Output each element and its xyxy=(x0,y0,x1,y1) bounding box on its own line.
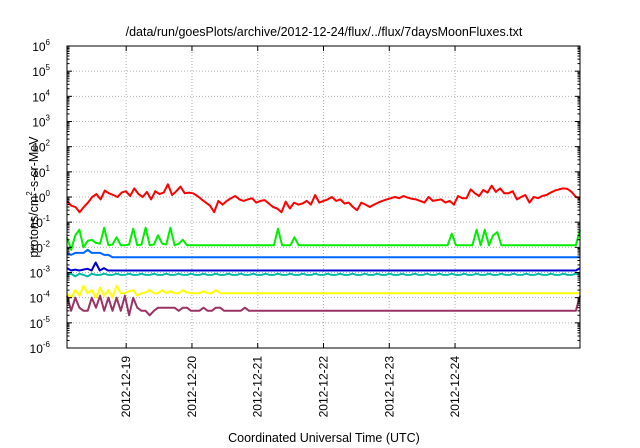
y-tick-exponent: -5 xyxy=(43,315,51,324)
y-tick-base: 10 xyxy=(30,317,44,331)
y-tick-base: 10 xyxy=(32,141,46,155)
series-line-5 xyxy=(66,284,580,299)
y-tick-exponent: -1 xyxy=(43,214,51,223)
y-axis-label-sup: 2 xyxy=(25,191,34,196)
grid xyxy=(67,46,580,348)
y-tick-label: 101 xyxy=(32,164,50,180)
x-axis-ticks: 2012-12-19 2012-12-20 2012-12-21 2012-12-22… xyxy=(119,46,462,417)
y-tick-base: 10 xyxy=(32,90,46,104)
y-tick-exponent: 1 xyxy=(46,164,51,173)
y-tick-base: 10 xyxy=(32,40,46,54)
x-tick-label: 2012-12-21 xyxy=(251,356,265,418)
series-line-4 xyxy=(66,272,581,278)
y-tick-label: 10-2 xyxy=(30,239,51,255)
series-line-6 xyxy=(66,294,581,317)
x-axis-label: Coordinated Universal Time (UTC) xyxy=(228,431,420,445)
y-tick-exponent: -2 xyxy=(43,239,51,248)
y-tick-base: 10 xyxy=(32,191,46,205)
y-tick-exponent: 6 xyxy=(46,38,51,47)
y-tick-label: 10-6 xyxy=(30,340,51,356)
y-tick-label: 103 xyxy=(32,114,50,130)
y-tick-base: 10 xyxy=(30,241,44,255)
y-tick-label: 10-5 xyxy=(30,315,51,331)
y-axis-ticks: 10-610-510-410-310-210-11001011021031041… xyxy=(30,38,580,356)
y-tick-label: 105 xyxy=(32,63,50,79)
y-tick-exponent: 0 xyxy=(46,189,51,198)
y-tick-exponent: 4 xyxy=(46,88,51,97)
y-tick-exponent: 2 xyxy=(46,139,51,148)
y-axis-label-rest: -s-sr-MeV xyxy=(27,136,41,192)
y-tick-base: 10 xyxy=(30,292,44,306)
chart-title: /data/run/goesPlots/archive/2012-12-24/f… xyxy=(126,25,523,39)
series-line-3 xyxy=(66,261,581,272)
y-tick-exponent: -4 xyxy=(43,290,51,299)
x-tick-label: 2012-12-20 xyxy=(185,356,199,418)
y-tick-base: 10 xyxy=(30,267,44,281)
series-line-1 xyxy=(66,226,581,251)
y-tick-exponent: -6 xyxy=(43,340,51,349)
x-tick-label: 2012-12-23 xyxy=(382,356,396,418)
y-tick-exponent: 3 xyxy=(46,114,51,123)
series-line-2 xyxy=(66,248,580,259)
y-tick-label: 10-3 xyxy=(30,265,51,281)
y-tick-label: 100 xyxy=(32,189,50,205)
y-tick-base: 10 xyxy=(30,342,44,356)
y-tick-base: 10 xyxy=(32,65,46,79)
series-line-0 xyxy=(66,183,581,214)
y-tick-base: 10 xyxy=(32,116,46,130)
y-tick-base: 10 xyxy=(32,166,46,180)
x-tick-label: 2012-12-22 xyxy=(317,356,331,418)
y-tick-label: 10-4 xyxy=(30,290,51,306)
x-tick-label: 2012-12-24 xyxy=(448,356,462,418)
y-tick-label: 106 xyxy=(32,38,50,54)
y-tick-label: 104 xyxy=(32,88,50,104)
y-axis-label-base: protons/cm xyxy=(27,196,41,258)
y-tick-exponent: 5 xyxy=(46,63,51,72)
y-tick-label: 10-1 xyxy=(30,214,51,230)
x-tick-label: 2012-12-19 xyxy=(119,356,133,418)
y-tick-label: 102 xyxy=(32,139,50,155)
y-tick-exponent: -3 xyxy=(43,265,51,274)
y-axis-label: protons/cm2-s-sr-MeV xyxy=(25,136,41,258)
series-layer xyxy=(66,183,581,317)
y-tick-base: 10 xyxy=(30,216,44,230)
